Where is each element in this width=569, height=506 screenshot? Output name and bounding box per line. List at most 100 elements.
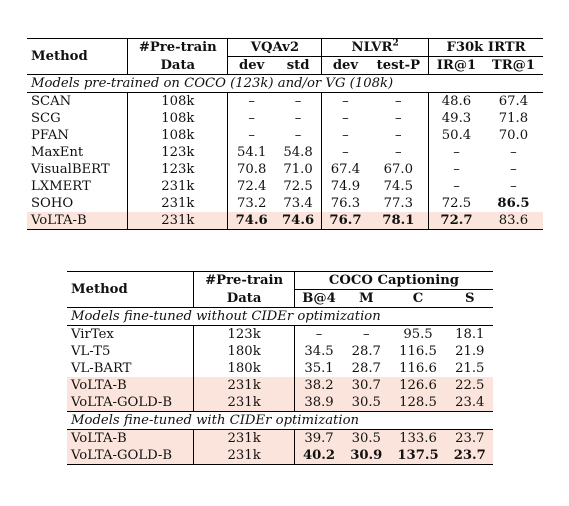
method-cell: VirTex — [71, 327, 114, 342]
pretrain-subheader: Data — [193, 289, 295, 308]
pretrain-data-cell: 108k — [127, 110, 228, 127]
metric-cell: 73.4 — [283, 196, 313, 211]
table-row: VoLTA-B 231k 74.6 74.6 76.7 78.1 72.7 83.6 — [27, 212, 543, 230]
section-label: Models pre-trained on COCO (123k) and/or… — [27, 74, 543, 93]
table-row: PFAN 108k – – – –50.4 70.0 — [27, 127, 543, 144]
metric-cell: – — [227, 127, 275, 144]
method-cell: SOHO — [31, 196, 74, 211]
metric-cell: – — [428, 178, 484, 195]
subheader-m: M — [358, 291, 374, 306]
metric-cell: 30.5 — [343, 429, 390, 447]
metric-cell: – — [321, 144, 369, 161]
metric-cell: 116.5 — [399, 344, 437, 359]
table-row: VoLTA-GOLD-B 231k 40.2 30.9 137.5 23.7 — [67, 447, 493, 465]
f30k-header: F30k IRTR — [428, 38, 543, 57]
subheader-vqa-std: std — [286, 58, 310, 73]
method-cell: VoLTA-B — [27, 212, 128, 230]
metric-cell: 34.5 — [293, 343, 344, 360]
metric-cell: 48.6 — [428, 92, 484, 110]
table-vqa-nlvr-retrieval: Method #Pre-train VQAv2 NLVR2 F30k IRTR … — [27, 38, 543, 230]
metric-cell: 30.9 — [343, 447, 390, 465]
metric-cell: 70.0 — [498, 128, 529, 143]
table-coco-captioning: Method #Pre-train COCO Captioning Data B… — [67, 271, 493, 465]
metric-cell: – — [294, 111, 302, 126]
pretrain-data-cell: 108k — [127, 92, 228, 110]
method-cell: VL-BART — [71, 361, 132, 376]
metric-cell: 83.6 — [483, 212, 543, 230]
metric-cell: 23.7 — [446, 447, 493, 465]
pretrain-data-cell: 180k — [193, 360, 295, 377]
metric-cell: 50.4 — [428, 127, 484, 144]
metric-cell: – — [294, 128, 302, 143]
metric-cell: 95.5 — [403, 327, 433, 342]
table-row: VirTex 123k – –95.5 18.1 — [67, 325, 493, 343]
metric-cell: – — [227, 92, 275, 110]
metric-cell: 30.5 — [343, 394, 390, 412]
pretrain-data-cell: 231k — [193, 394, 295, 412]
metric-cell: 67.0 — [383, 162, 414, 177]
metric-cell: – — [510, 179, 517, 194]
table-row: VL-BART 180k 35.1 28.7 116.6 21.5 — [67, 360, 493, 377]
metric-cell: 67.4 — [498, 94, 529, 109]
metric-cell: 137.5 — [389, 447, 447, 465]
metric-cell: 71.8 — [498, 111, 529, 126]
metric-cell: 38.2 — [293, 377, 344, 394]
pretrain-data-cell: 231k — [193, 447, 295, 465]
table-row: VoLTA-GOLD-B 231k 38.9 30.5 128.5 23.4 — [67, 394, 493, 412]
section-label-1: Models fine-tuned without CIDEr optimiza… — [67, 307, 493, 326]
metric-cell: 21.9 — [455, 344, 485, 359]
pretrain-data-cell: 231k — [193, 377, 295, 394]
header-row-1: Method #Pre-train VQAv2 NLVR2 F30k IRTR — [27, 38, 543, 75]
subheader-nlvr-testp: test-P — [376, 58, 421, 73]
table-row: LXMERT 231k 72.4 72.5 74.9 74.5– – — [27, 178, 543, 195]
pretrain-data-cell: 123k — [127, 144, 228, 161]
metric-cell: 30.7 — [343, 377, 390, 394]
metric-cell: 35.1 — [293, 360, 344, 377]
table-row: SCAN 108k – – – –48.6 67.4 — [27, 92, 543, 110]
header-row-2: Data dev std dev test-P IR@1 TR@1 — [27, 56, 543, 75]
method-cell: LXMERT — [31, 179, 91, 194]
metric-cell: 73.2 — [227, 195, 275, 212]
metric-cell: 71.0 — [283, 162, 313, 177]
subheader-s: S — [465, 291, 475, 306]
metric-cell: 22.5 — [446, 377, 493, 394]
method-cell: VoLTA-B — [67, 377, 194, 394]
metric-cell: – — [227, 110, 275, 127]
subheader-c: C — [412, 291, 424, 306]
metric-cell: 78.1 — [368, 212, 429, 230]
metric-cell: – — [395, 94, 402, 109]
method-cell: VoLTA-GOLD-B — [67, 394, 194, 412]
table-row: VoLTA-B 231k 38.2 30.7 126.6 22.5 — [67, 377, 493, 394]
subheader-tr1: TR@1 — [491, 58, 536, 73]
metric-cell: – — [293, 325, 344, 343]
section-row-2: Models fine-tuned with CIDEr optimizatio… — [67, 411, 493, 430]
metric-cell: 128.5 — [389, 394, 447, 412]
table-row: SOHO 231k 73.2 73.4 76.3 77.3 72.5 86.5 — [27, 195, 543, 212]
method-cell: SCG — [31, 111, 61, 126]
header-row-2: Data B@4 M C S — [67, 289, 493, 308]
vqa-header: VQAv2 — [227, 38, 322, 57]
metric-cell: – — [428, 161, 484, 178]
metric-cell: 70.8 — [227, 161, 275, 178]
method-cell: SCAN — [31, 94, 72, 109]
subheader-vqa-dev: dev — [227, 56, 275, 75]
metric-cell: 76.7 — [321, 212, 369, 230]
metric-cell: 54.1 — [227, 144, 275, 161]
metric-cell: 28.7 — [351, 344, 381, 359]
metric-cell: 72.5 — [283, 179, 313, 194]
metric-cell: 72.5 — [428, 195, 484, 212]
metric-cell: – — [395, 145, 402, 160]
metric-cell: 86.5 — [497, 196, 530, 211]
metric-cell: – — [321, 127, 369, 144]
method-cell: VisualBERT — [31, 162, 110, 177]
metric-cell: 133.6 — [389, 429, 447, 447]
pretrain-data-cell: 231k — [127, 212, 228, 230]
metric-cell: – — [321, 110, 369, 127]
table2-body-2: VoLTA-B 231k 39.7 30.5 133.6 23.7 VoLTA-GOLD-B… — [67, 429, 493, 465]
metric-cell: 18.1 — [455, 327, 485, 342]
method-cell: PFAN — [31, 128, 69, 143]
metric-cell: 74.9 — [321, 178, 369, 195]
table-row: MaxEnt 123k 54.1 54.8– – – – — [27, 144, 543, 161]
subheader-b4: B@4 — [293, 289, 344, 308]
table2-body-1: VirTex 123k – –95.5 18.1 VL-T5 180k 34.5 28.7 116… — [67, 325, 493, 412]
